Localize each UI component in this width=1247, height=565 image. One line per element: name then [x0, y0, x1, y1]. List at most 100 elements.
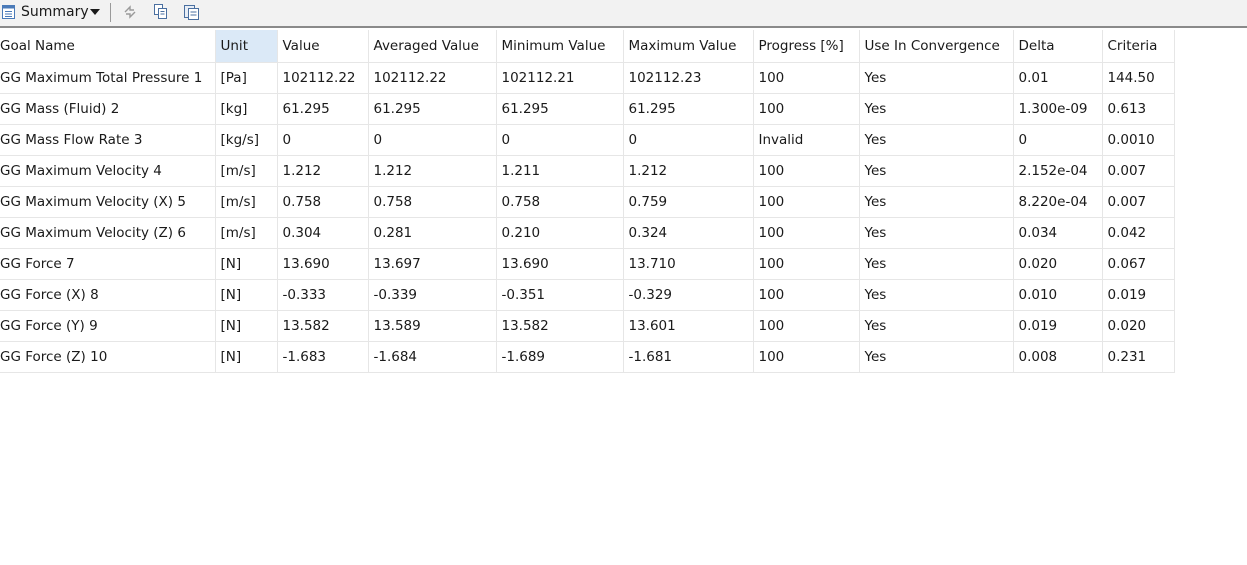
table-cell: 0	[277, 124, 369, 156]
table-cell: 102112.22	[368, 62, 497, 94]
table-cell: Yes	[859, 155, 1014, 187]
table-cell: 2.152e-04	[1013, 155, 1103, 187]
paste-icon[interactable]	[183, 3, 201, 21]
table-cell: [Pa]	[215, 62, 278, 94]
table-row[interactable]: GG Maximum Velocity 4 [m/s] 1.212 1.212 1.21…	[0, 155, 1175, 187]
table-cell: 0.231	[1102, 341, 1175, 373]
column-header-maximum-value[interactable]: Maximum Value	[623, 30, 754, 63]
table-cell: -1.681	[623, 341, 754, 373]
table-cell: Yes	[859, 217, 1014, 249]
table-cell: GG Force (Y) 9	[0, 310, 216, 342]
column-header-minimum-value[interactable]: Minimum Value	[496, 30, 624, 63]
table-cell: [m/s]	[215, 217, 278, 249]
table-cell: 102112.21	[496, 62, 624, 94]
table-cell: 13.697	[368, 248, 497, 280]
table-row[interactable]: GG Maximum Velocity (Z) 6 [m/s] 0.304 0.281…	[0, 217, 1175, 249]
table-cell: 1.212	[277, 155, 369, 187]
column-header-criteria[interactable]: Criteria	[1102, 30, 1175, 63]
column-header-goal-name[interactable]: Goal Name	[0, 30, 216, 63]
table-cell: 0.019	[1013, 310, 1103, 342]
table-cell: GG Mass Flow Rate 3	[0, 124, 216, 156]
table-cell: 1.300e-09	[1013, 93, 1103, 125]
table-cell: 100	[753, 62, 860, 94]
table-row[interactable]: GG Force (X) 8 [N] -0.333 -0.339 -0.351 -0.32…	[0, 279, 1175, 311]
table-cell: -0.333	[277, 279, 369, 311]
column-header-value[interactable]: Value	[277, 30, 369, 63]
table-cell: 100	[753, 186, 860, 218]
table-cell: 0.613	[1102, 93, 1175, 125]
column-header-progress[interactable]: Progress [%]	[753, 30, 860, 63]
table-cell: 13.601	[623, 310, 754, 342]
table-cell: 1.212	[368, 155, 497, 187]
table-cell: 0.020	[1102, 310, 1175, 342]
table-cell: 0.324	[623, 217, 754, 249]
table-row[interactable]: GG Force (Z) 10 [N] -1.683 -1.684 -1.689 -1.6…	[0, 341, 1175, 373]
table-cell: Yes	[859, 310, 1014, 342]
table-cell: [N]	[215, 248, 278, 280]
table-cell: [N]	[215, 310, 278, 342]
column-header-use-in-convergence[interactable]: Use In Convergence	[859, 30, 1014, 63]
table-cell: 0.019	[1102, 279, 1175, 311]
table-cell: 0.020	[1013, 248, 1103, 280]
column-header-delta[interactable]: Delta	[1013, 30, 1103, 63]
table-cell: [kg/s]	[215, 124, 278, 156]
table-cell: GG Maximum Total Pressure 1	[0, 62, 216, 94]
table-cell: 0.034	[1013, 217, 1103, 249]
copy-icon[interactable]	[152, 3, 170, 21]
toolbar: Summary	[0, 0, 1247, 28]
column-header-averaged-value[interactable]: Averaged Value	[368, 30, 497, 63]
table-cell: 100	[753, 155, 860, 187]
refresh-icon[interactable]	[121, 3, 139, 21]
table-cell: 61.295	[368, 93, 497, 125]
table-cell: [N]	[215, 279, 278, 311]
table-cell: 1.212	[623, 155, 754, 187]
table-cell: -1.684	[368, 341, 497, 373]
table-row[interactable]: GG Maximum Total Pressure 1 [Pa] 102112.22…	[0, 62, 1175, 94]
table-cell: 61.295	[623, 93, 754, 125]
table-cell: Yes	[859, 186, 1014, 218]
table-cell: -0.339	[368, 279, 497, 311]
table-cell: GG Mass (Fluid) 2	[0, 93, 216, 125]
table-row[interactable]: GG Force 7 [N] 13.690 13.697 13.690 13.710 100…	[0, 248, 1175, 280]
table-cell: 100	[753, 310, 860, 342]
table-cell: 100	[753, 217, 860, 249]
table-cell: 13.710	[623, 248, 754, 280]
table-cell: 0.304	[277, 217, 369, 249]
table-cell: 0.758	[496, 186, 624, 218]
table-cell: -0.351	[496, 279, 624, 311]
table-cell: GG Force (Z) 10	[0, 341, 216, 373]
table-cell: GG Maximum Velocity (Z) 6	[0, 217, 216, 249]
table-cell: 100	[753, 248, 860, 280]
header-row: Goal Name Unit Value Averaged Value Minimum …	[0, 30, 1175, 63]
table-cell: -1.683	[277, 341, 369, 373]
toolbar-separator	[110, 3, 111, 22]
column-header-unit[interactable]: Unit	[215, 30, 278, 63]
table-cell: 100	[753, 341, 860, 373]
table-cell: [N]	[215, 341, 278, 373]
table-cell: 100	[753, 279, 860, 311]
table-row[interactable]: GG Force (Y) 9 [N] 13.582 13.589 13.582 13.60…	[0, 310, 1175, 342]
table-cell: 0.010	[1013, 279, 1103, 311]
goals-summary-grid: Goal Name Unit Value Averaged Value Minimum …	[0, 30, 1175, 373]
table-cell: 144.50	[1102, 62, 1175, 94]
table-row[interactable]: GG Maximum Velocity (X) 5 [m/s] 0.758 0.758…	[0, 186, 1175, 218]
table-cell: GG Force (X) 8	[0, 279, 216, 311]
table-row[interactable]: GG Mass Flow Rate 3 [kg/s] 0 0 0 0 Invalid Yes 0…	[0, 124, 1175, 156]
table-cell: 0.007	[1102, 155, 1175, 187]
table-cell: 0.007	[1102, 186, 1175, 218]
table-cell: [m/s]	[215, 186, 278, 218]
table-cell: Yes	[859, 279, 1014, 311]
table-cell: 13.690	[496, 248, 624, 280]
table-cell: 100	[753, 93, 860, 125]
table-cell: 13.690	[277, 248, 369, 280]
table-cell: 61.295	[277, 93, 369, 125]
table-cell: 8.220e-04	[1013, 186, 1103, 218]
chevron-down-icon[interactable]	[90, 9, 100, 15]
table-cell: 0.759	[623, 186, 754, 218]
document-icon[interactable]	[2, 5, 15, 19]
table-body: GG Maximum Total Pressure 1 [Pa] 102112.22…	[0, 62, 1175, 373]
panel-title[interactable]: Summary	[21, 4, 89, 20]
table-cell: -1.689	[496, 341, 624, 373]
table-cell: Yes	[859, 248, 1014, 280]
table-row[interactable]: GG Mass (Fluid) 2 [kg] 61.295 61.295 61.295 6…	[0, 93, 1175, 125]
